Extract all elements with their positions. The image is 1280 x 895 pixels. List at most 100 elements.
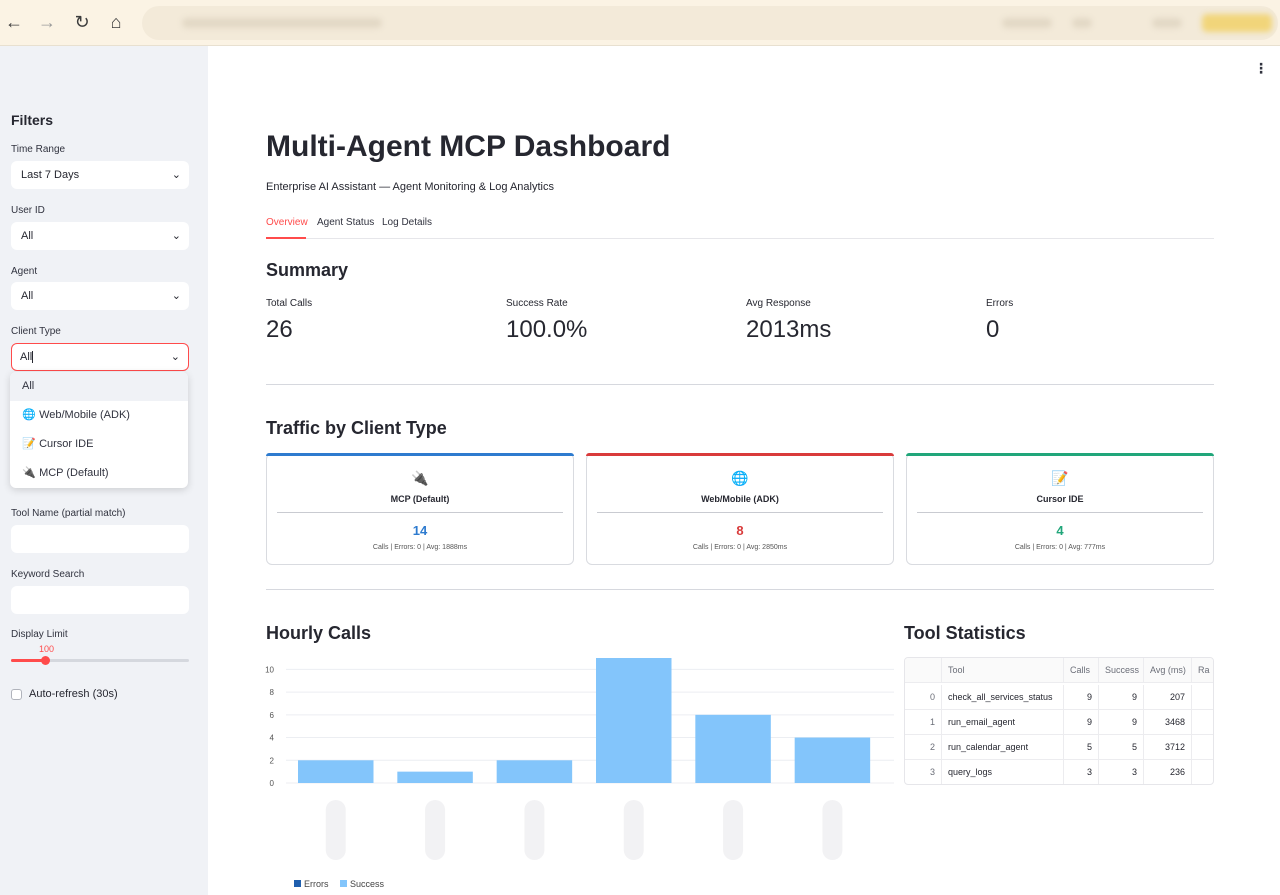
- forward-icon[interactable]: →: [38, 12, 56, 32]
- table-row[interactable]: 3 query_logs 3 3 236: [905, 760, 1213, 784]
- globe-icon: 🌐: [731, 470, 749, 486]
- column-header[interactable]: Avg (ms): [1144, 658, 1192, 683]
- chevron-down-icon: ⌄: [170, 351, 180, 363]
- home-icon[interactable]: ⌂: [110, 12, 122, 32]
- agent-label: Agent: [11, 266, 38, 277]
- auto-refresh-checkbox[interactable]: [11, 689, 22, 700]
- agent-select[interactable]: All ⌄: [11, 282, 189, 310]
- column-header[interactable]: [905, 658, 942, 683]
- table-cell: 2: [905, 735, 942, 760]
- summary-heading: Summary: [266, 260, 349, 280]
- card-accent-bar: [266, 453, 574, 456]
- traffic-heading: Traffic by Client Type: [266, 418, 447, 438]
- memo-icon: 📝: [1051, 470, 1069, 486]
- column-header[interactable]: Tool: [942, 658, 1064, 683]
- metric-label: Success Rate: [506, 298, 568, 309]
- table-cell: 236: [1144, 760, 1192, 784]
- page-title: Multi-Agent MCP Dashboard: [266, 130, 671, 163]
- y-tick-label: 4: [270, 734, 275, 743]
- card-meta: Calls | Errors: 0 | Avg: 777ms: [1014, 544, 1106, 551]
- table-cell: 9: [1064, 685, 1099, 710]
- option-label: All: [22, 380, 35, 392]
- tab-agent-status[interactable]: Agent Status: [317, 217, 375, 228]
- table-cell: 9: [1064, 710, 1099, 735]
- card-name: MCP (Default): [390, 494, 450, 504]
- column-header[interactable]: Success: [1099, 658, 1144, 683]
- tool-stats-table: Tool Calls Success Avg (ms) Ra 0 check_al…: [904, 657, 1214, 785]
- card-meta: Calls | Errors: 0 | Avg: 1888ms: [372, 544, 468, 551]
- success-bar: [794, 737, 871, 783]
- client-card-web-mobile: 🌐 Web/Mobile (ADK) 8 Calls | Errors: 0 |…: [586, 453, 894, 565]
- card-accent-bar: [906, 453, 1214, 456]
- card-count: 4: [1056, 523, 1064, 538]
- table-cell: check_all_services_status: [942, 685, 1064, 710]
- card-name: Cursor IDE: [1036, 494, 1084, 504]
- column-header[interactable]: Calls: [1064, 658, 1099, 683]
- table-cell: 3712: [1144, 735, 1192, 760]
- column-header[interactable]: Ra: [1192, 658, 1213, 683]
- plug-icon: 🔌: [22, 467, 36, 479]
- client-type-select[interactable]: All ⌄: [11, 343, 189, 371]
- table-cell: query_logs: [942, 760, 1064, 784]
- metric-value: 100.0%: [506, 316, 588, 343]
- option-all[interactable]: All: [10, 372, 188, 401]
- table-cell: 3: [1099, 760, 1144, 784]
- success-bar: [496, 760, 573, 783]
- card-accent-bar: [586, 453, 894, 456]
- chevron-down-icon: ⌄: [171, 230, 181, 242]
- keyword-label: Keyword Search: [11, 569, 85, 580]
- card-divider: [597, 512, 883, 513]
- success-bar: [596, 658, 672, 783]
- plug-icon: 🔌: [411, 470, 429, 486]
- divider: [266, 589, 1214, 590]
- auto-refresh-label[interactable]: Auto-refresh (30s): [29, 688, 118, 700]
- time-range-select[interactable]: Last 7 Days ⌄: [11, 161, 189, 189]
- option-label: MCP (Default): [39, 467, 109, 479]
- table-header: Tool Calls Success Avg (ms) Ra: [905, 658, 1213, 683]
- table-cell: 9: [1099, 685, 1144, 710]
- display-limit-label: Display Limit: [11, 629, 68, 640]
- table-row[interactable]: 0 check_all_services_status 9 9 207: [905, 685, 1213, 710]
- keyword-search-input[interactable]: [11, 586, 189, 614]
- address-bar[interactable]: [142, 6, 1278, 40]
- option-web-mobile[interactable]: 🌐 Web/Mobile (ADK): [10, 401, 188, 430]
- y-tick-label: 2: [270, 756, 275, 765]
- client-type-value[interactable]: All: [20, 351, 33, 363]
- slider-thumb[interactable]: [40, 656, 50, 665]
- display-limit-slider[interactable]: [11, 656, 189, 665]
- option-mcp-default[interactable]: 🔌 MCP (Default): [10, 459, 188, 488]
- card-count: 14: [412, 523, 428, 538]
- reload-icon[interactable]: ↻: [74, 12, 90, 32]
- main-menu-icon[interactable]: ⋮: [1254, 60, 1268, 76]
- table-row[interactable]: 2 run_calendar_agent 5 5 3712: [905, 735, 1213, 760]
- tab-log-details[interactable]: Log Details: [382, 217, 433, 228]
- table-cell: run_calendar_agent: [942, 735, 1064, 760]
- table-cell: 5: [1064, 735, 1099, 760]
- metric-value: 26: [266, 316, 293, 343]
- user-id-select[interactable]: All ⌄: [11, 222, 189, 250]
- x-tick-label-redacted: [623, 800, 644, 860]
- user-id-label: User ID: [11, 205, 45, 216]
- back-icon[interactable]: ←: [5, 12, 23, 32]
- y-tick-label: 10: [265, 665, 274, 674]
- card-divider: [277, 512, 563, 513]
- chevron-down-icon: ⌄: [171, 169, 181, 181]
- table-cell: 3: [1064, 760, 1099, 784]
- legend-swatch-success: [340, 880, 347, 887]
- metric-label: Total Calls: [266, 298, 313, 309]
- slider-fill: [11, 659, 45, 662]
- card-divider: [917, 512, 1203, 513]
- table-cell: 0: [905, 685, 942, 710]
- tool-name-input[interactable]: [11, 525, 189, 553]
- success-bar: [397, 771, 473, 783]
- legend-swatch-errors: [294, 880, 301, 887]
- memo-icon: 📝: [22, 438, 36, 450]
- table-cell: [1192, 710, 1213, 735]
- option-cursor-ide[interactable]: 📝 Cursor IDE: [10, 430, 188, 459]
- table-cell: [1192, 685, 1213, 710]
- tab-overview[interactable]: Overview: [266, 217, 308, 228]
- browser-toolbar: ← → ↻ ⌂: [0, 0, 1280, 46]
- table-row[interactable]: 1 run_email_agent 9 9 3468: [905, 710, 1213, 735]
- table-cell: 1: [905, 710, 942, 735]
- time-range-value: Last 7 Days: [21, 169, 80, 181]
